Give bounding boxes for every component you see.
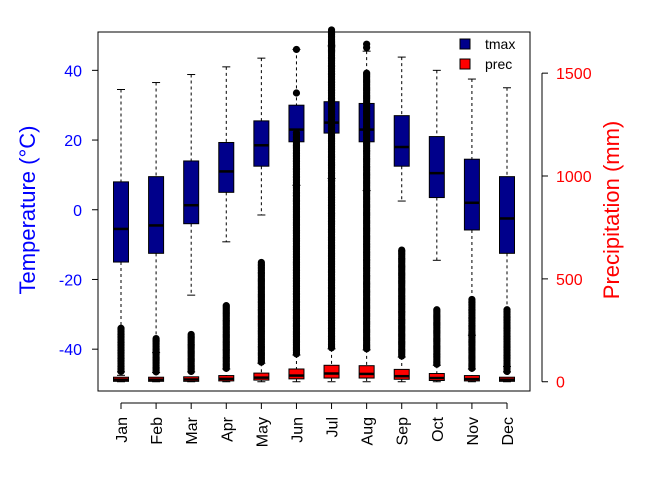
left-tick-label: 40 bbox=[64, 63, 82, 80]
prec-box-nov bbox=[463, 295, 480, 383]
x-tick-label: Jun bbox=[289, 417, 306, 443]
tmax-box-oct bbox=[428, 69, 445, 261]
tmax-box-dec bbox=[499, 87, 515, 368]
prec-outliers bbox=[222, 302, 230, 372]
prec-box-jul bbox=[323, 26, 340, 383]
legend-label: prec bbox=[485, 56, 512, 72]
prec-outlier-point bbox=[503, 306, 511, 314]
tmax-box-apr bbox=[218, 66, 235, 243]
prec-outliers bbox=[503, 306, 511, 376]
legend: tmax prec bbox=[459, 36, 515, 72]
prec-outlier-point bbox=[187, 330, 195, 339]
prec-outliers bbox=[187, 330, 195, 376]
tmax-box-feb bbox=[148, 82, 165, 354]
prec-outlier-point bbox=[433, 306, 441, 314]
left-tick-label: -40 bbox=[59, 342, 82, 359]
prec-outlier-point bbox=[117, 324, 125, 332]
legend-swatch bbox=[459, 58, 471, 70]
prec-iqr-box bbox=[288, 368, 305, 380]
x-tick-label: Dec bbox=[500, 417, 517, 445]
tmax-iqr-box bbox=[113, 181, 129, 263]
prec-outlier-point bbox=[222, 302, 230, 310]
x-tick-label: Mar bbox=[184, 416, 201, 444]
x-tick-label: Sep bbox=[395, 417, 412, 446]
left-tick-label: 0 bbox=[73, 203, 82, 220]
prec-outlier-point bbox=[292, 129, 301, 137]
prec-outliers bbox=[468, 295, 476, 372]
prec-outliers bbox=[117, 324, 125, 376]
prec-box-aug bbox=[358, 69, 375, 383]
tmax-box-mar bbox=[183, 74, 200, 296]
prec-outliers bbox=[363, 69, 371, 353]
right-axis-title: Precipitation (mm) bbox=[599, 121, 624, 299]
prec-iqr-box bbox=[358, 365, 375, 379]
tmax-outlier-point bbox=[292, 45, 301, 54]
prec-outlier-point bbox=[363, 69, 371, 77]
right-tick-label: 500 bbox=[556, 272, 583, 289]
x-tick-label: May bbox=[254, 417, 271, 447]
left-tick-label: 20 bbox=[64, 133, 82, 150]
x-tick-label: Jul bbox=[325, 417, 342, 437]
x-tick-label: Feb bbox=[149, 417, 166, 445]
x-tick-label: Apr bbox=[219, 416, 236, 442]
prec-box-jun bbox=[288, 129, 305, 383]
prec-box-dec bbox=[499, 306, 515, 383]
prec-outliers bbox=[433, 306, 441, 368]
x-tick-label: Jan bbox=[114, 417, 131, 443]
legend-swatch bbox=[459, 38, 471, 50]
plot-area bbox=[97, 26, 531, 392]
prec-box-may bbox=[253, 258, 270, 383]
tmax-box-may bbox=[253, 57, 270, 216]
prec-iqr-box bbox=[393, 368, 410, 380]
right-tick-label: 1000 bbox=[556, 169, 592, 186]
legend-item-prec: prec bbox=[459, 56, 512, 72]
left-tick-label: -20 bbox=[59, 272, 82, 289]
tmax-iqr-box bbox=[428, 136, 445, 199]
tmax-iqr-box bbox=[393, 115, 410, 167]
x-axis: Jan Feb Mar Apr May Jun Jul Aug Sep Oct Nov Dec bbox=[114, 402, 517, 447]
legend-label: tmax bbox=[485, 36, 515, 52]
tmax-iqr-box bbox=[463, 158, 480, 231]
prec-outlier-point bbox=[468, 295, 476, 304]
prec-outlier-point bbox=[152, 334, 160, 343]
prec-outliers bbox=[327, 26, 336, 352]
prec-outliers bbox=[292, 129, 301, 358]
left-y-axis: -40 -20 0 20 40 bbox=[59, 63, 99, 359]
prec-outlier-point bbox=[327, 26, 336, 34]
tmax-outlier-point bbox=[292, 89, 301, 97]
prec-box-feb bbox=[148, 334, 165, 383]
tmax-box-sep bbox=[393, 56, 410, 202]
x-tick-label: Aug bbox=[360, 417, 377, 445]
prec-box-mar bbox=[183, 330, 200, 383]
tmax-iqr-box bbox=[499, 176, 515, 254]
tmax-iqr-box bbox=[253, 120, 270, 167]
left-axis-title: Temperature (°C) bbox=[15, 126, 40, 295]
prec-outliers bbox=[152, 334, 160, 376]
prec-box-apr bbox=[218, 302, 235, 383]
tmax-outlier-point bbox=[363, 44, 371, 52]
prec-box-oct bbox=[428, 306, 445, 383]
tmax-box-jan bbox=[113, 89, 129, 376]
tmax-iqr-box bbox=[148, 176, 165, 254]
legend-item-tmax: tmax bbox=[459, 36, 515, 52]
right-tick-label: 0 bbox=[556, 375, 565, 392]
tmax-iqr-box bbox=[183, 160, 200, 225]
right-tick-label: 1500 bbox=[556, 66, 592, 83]
prec-outliers bbox=[257, 258, 265, 366]
prec-outliers bbox=[398, 246, 406, 360]
prec-box-jan bbox=[113, 324, 129, 383]
prec-box-sep bbox=[393, 246, 410, 383]
prec-outlier-point bbox=[257, 258, 265, 267]
x-tick-label: Nov bbox=[465, 417, 482, 445]
x-tick-label: Oct bbox=[430, 416, 447, 441]
tmax-iqr-box bbox=[218, 141, 235, 193]
right-y-axis: 0 500 1000 1500 bbox=[541, 66, 592, 392]
prec-iqr-box bbox=[323, 364, 340, 379]
prec-outlier-point bbox=[398, 246, 406, 254]
